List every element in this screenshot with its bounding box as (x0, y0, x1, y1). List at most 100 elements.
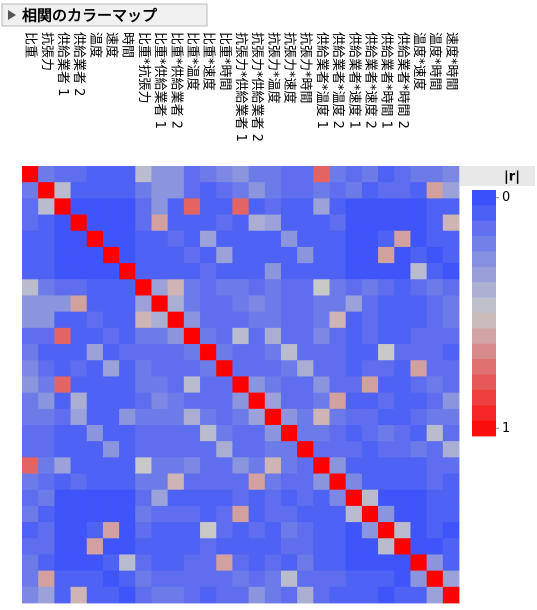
cell (102, 360, 120, 377)
cell (345, 360, 363, 377)
cell (248, 376, 266, 393)
cell (361, 263, 379, 280)
cell (135, 182, 152, 199)
cell (329, 198, 347, 215)
cell (426, 230, 444, 248)
cell (297, 246, 314, 264)
cell (329, 376, 347, 393)
cell (86, 457, 104, 474)
cell (264, 457, 282, 474)
cell (410, 214, 428, 232)
cell (70, 586, 88, 604)
column-label: 抗張力*温度 (265, 32, 281, 104)
cell (345, 538, 363, 555)
disclosure-icon[interactable] (8, 10, 16, 20)
cell (313, 457, 330, 474)
cell (54, 344, 71, 361)
cell (264, 505, 282, 523)
cell (54, 522, 71, 539)
cell (232, 214, 249, 232)
cell (232, 586, 249, 604)
cell (313, 263, 330, 280)
cell (264, 182, 282, 199)
legend-swatch (472, 389, 496, 406)
cell (378, 246, 395, 264)
cell (119, 360, 136, 377)
cell (426, 376, 444, 393)
cell (264, 489, 282, 507)
cell (345, 311, 363, 329)
cell (280, 311, 298, 329)
cell (264, 570, 282, 588)
cell (361, 392, 379, 410)
cell (54, 408, 71, 426)
cell (151, 570, 169, 588)
cell (70, 263, 88, 280)
cell (200, 344, 217, 361)
cell (167, 570, 185, 588)
cell (313, 441, 330, 458)
cell (297, 230, 314, 248)
legend-title: |r| (504, 170, 520, 185)
cell (38, 182, 55, 199)
cell (200, 538, 217, 555)
cell (54, 586, 71, 604)
cell (232, 554, 249, 572)
cell (200, 246, 217, 264)
cell (378, 489, 395, 507)
cell (86, 489, 104, 507)
cell (345, 489, 363, 507)
cell (248, 554, 266, 572)
cell (442, 505, 460, 523)
cell (232, 279, 249, 296)
cell (248, 214, 266, 232)
cell (38, 376, 55, 393)
cell (70, 473, 88, 491)
cell (248, 392, 266, 410)
cell (394, 505, 411, 523)
cell (86, 376, 104, 393)
cell (297, 327, 314, 345)
cell (345, 586, 363, 604)
cell (183, 376, 201, 393)
cell (54, 295, 71, 313)
cell (38, 214, 55, 232)
cell (135, 441, 152, 458)
cell (22, 586, 39, 604)
cell (54, 279, 71, 296)
column-label: 抗張力*時間 (298, 32, 313, 104)
cell (183, 473, 201, 491)
chart-title: 相関のカラーマップ (22, 7, 158, 25)
cell (232, 182, 249, 199)
cell (38, 505, 55, 523)
cell (38, 441, 55, 458)
cell (151, 489, 169, 507)
cell (264, 246, 282, 264)
cell (151, 392, 169, 410)
cell (264, 327, 282, 345)
cell (313, 538, 330, 555)
cell (183, 263, 201, 280)
column-label: 速度 (104, 32, 120, 58)
cell (119, 489, 136, 507)
cell (70, 327, 88, 345)
cell (119, 424, 136, 442)
cell (70, 505, 88, 523)
cell (232, 424, 249, 442)
column-label: 供給業者 1 (55, 32, 71, 96)
cell (410, 263, 428, 280)
cell (70, 279, 88, 296)
cell (345, 408, 363, 426)
cell (200, 360, 217, 377)
legend-header (460, 166, 535, 186)
cell (70, 230, 88, 248)
cell (216, 198, 233, 215)
cell (38, 198, 55, 215)
cell (183, 311, 201, 329)
cell (345, 441, 363, 458)
cell (22, 489, 39, 507)
legend-swatch (472, 343, 496, 360)
cell (22, 327, 39, 345)
cell (151, 408, 169, 426)
column-label: 比重*温度 (184, 32, 200, 91)
